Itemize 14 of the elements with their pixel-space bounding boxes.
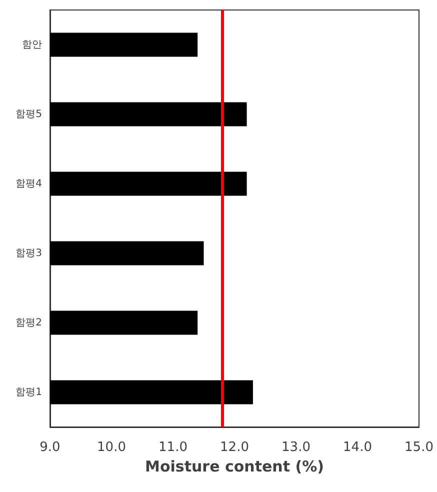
x-tick-label: 14.0	[343, 440, 372, 455]
y-tick-label: 함평3	[16, 248, 42, 259]
y-tick-label: 함평2	[16, 317, 42, 328]
x-tick-label: 13.0	[282, 440, 310, 455]
y-tick-label: 함평4	[16, 178, 42, 190]
x-tick-label: 15.0	[404, 440, 434, 455]
x-axis-title: Moisture content (%)	[145, 458, 324, 476]
x-tick-label: 11.0	[158, 440, 188, 455]
y-tick-label: 함평1	[16, 386, 42, 398]
x-tick-label: 12.0	[220, 440, 249, 455]
y-tick-label: 함평5	[16, 108, 42, 120]
y-tick-label: 함안	[22, 39, 42, 50]
x-tick-label: 10.0	[97, 440, 126, 455]
x-tick-label: 9.0	[40, 440, 60, 455]
